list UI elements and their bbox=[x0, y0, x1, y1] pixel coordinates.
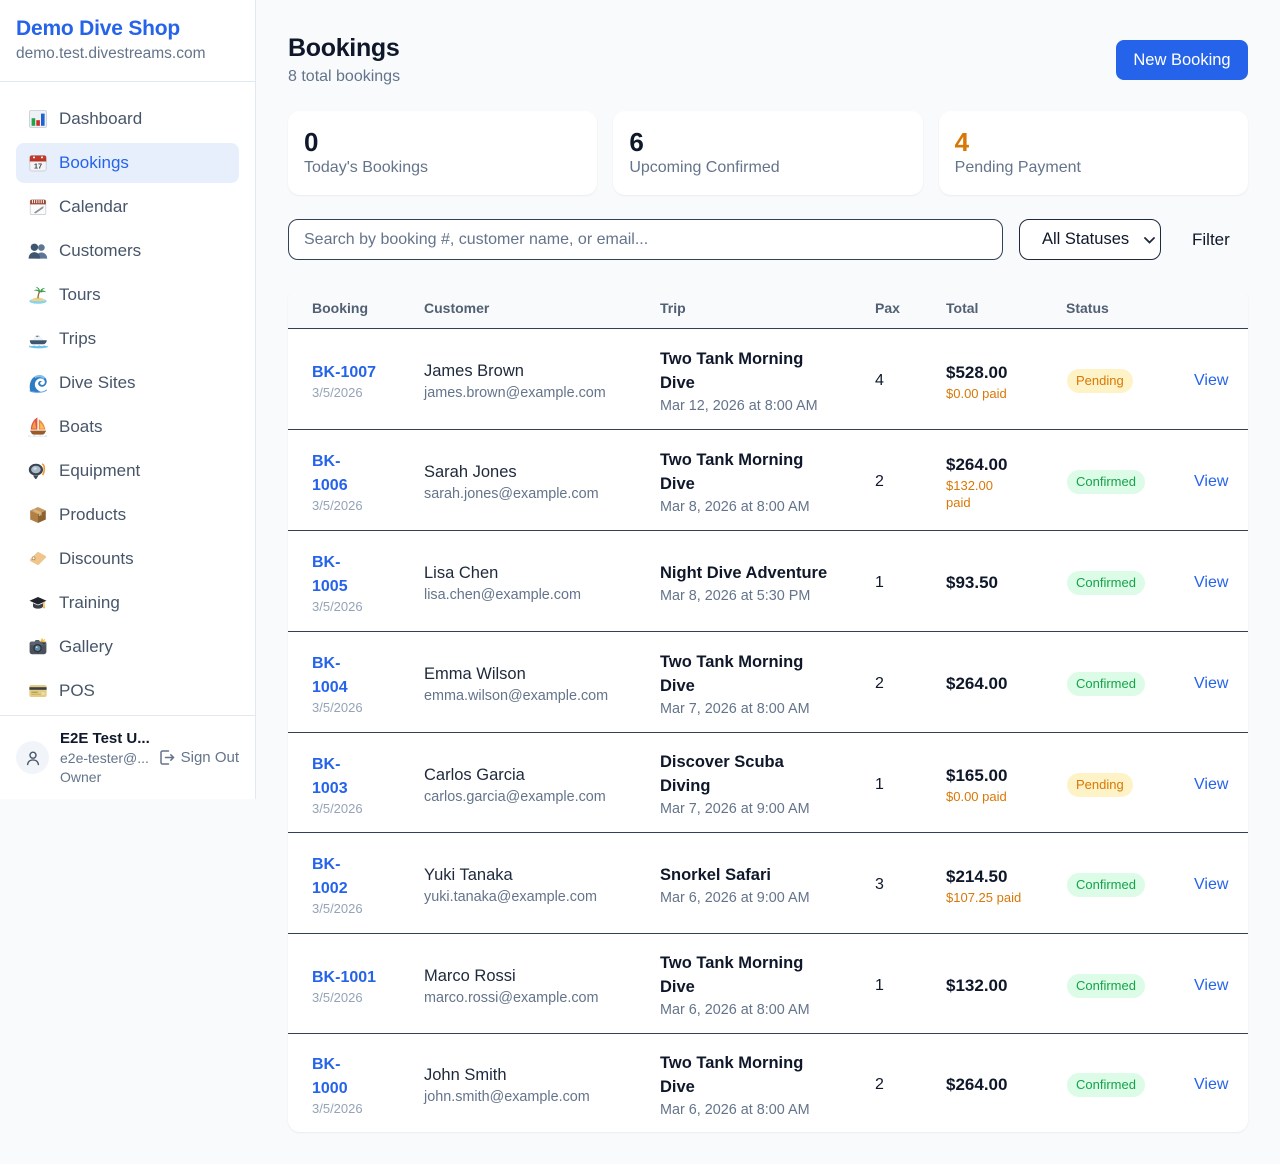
svg-text:17: 17 bbox=[34, 162, 42, 171]
